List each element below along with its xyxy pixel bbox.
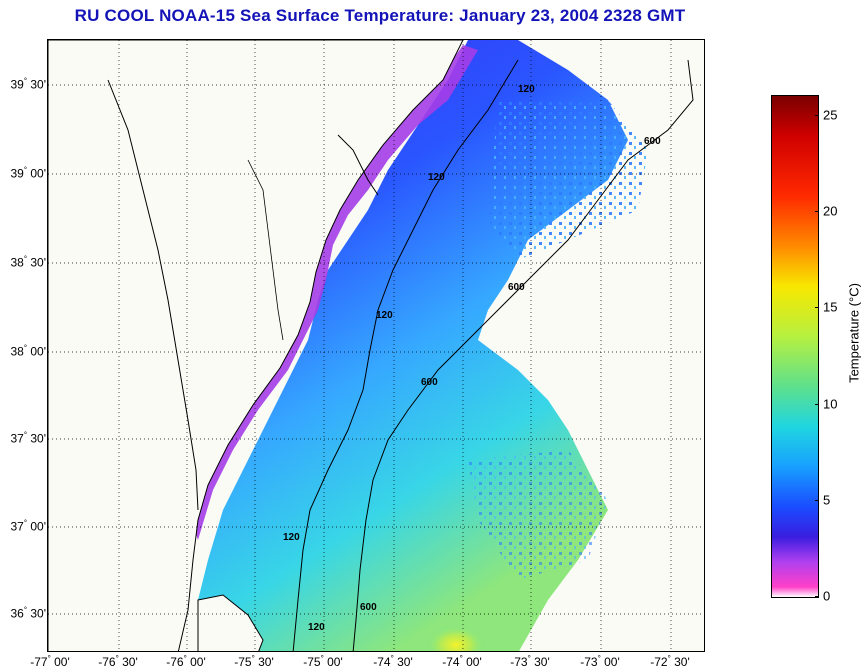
lat-label-39-00: 39° 00' [10,165,46,181]
sst-map-canvas: 120 120 120 120 120 600 600 600 600 [48,40,704,651]
sst-map[interactable]: 120 120 120 120 120 600 600 600 600 [47,39,705,652]
land-cape [197,594,264,651]
colorbar-label-0: 0 [823,588,831,604]
colorbar-gradient [772,96,818,597]
colorbar-label-20: 20 [823,203,838,219]
colorbar-tick-0 [815,596,819,597]
contour-label-600-a: 600 [644,136,661,147]
lat-label-37-30: 37° 30' [10,430,46,446]
lat-label-38-30: 38° 30' [10,254,46,270]
contour-label-600-d: 600 [360,602,377,613]
lon-label-77-00: -77° 00' [30,654,70,669]
graticule [48,40,704,651]
lon-label-72-30: -72° 30' [650,654,690,669]
cold-nearshore-band [188,45,478,540]
colorbar-tick-15 [815,307,819,308]
delaware-bay-outline [337,134,379,196]
colorbar-label-25: 25 [823,107,838,123]
colorbar-label-5: 5 [823,492,831,508]
colorbar-label-15: 15 [823,299,838,315]
sst-speckle-east [468,450,608,580]
colorbar-tick-5 [815,500,819,501]
contour-120 [292,59,519,651]
contour-label-120-d: 120 [283,532,300,543]
colorbar-tick-20 [815,211,819,212]
lat-label-37-00: 37° 00' [10,518,46,534]
lon-label-73-30: -73° 30' [510,654,550,669]
lon-label-75-30: -75° 30' [234,654,274,669]
lon-label-75-00: -75° 00' [303,654,343,669]
contour-label-120-a: 120 [518,84,535,95]
contour-label-600-c: 600 [421,377,438,388]
lon-label-76-00: -76° 00' [166,654,206,669]
lon-label-74-00: -74° 00' [442,654,482,669]
colorbar-tick-10 [815,404,819,405]
land-mainland [48,40,464,651]
lon-label-74-30: -74° 30' [373,654,413,669]
contour-label-120-c: 120 [376,310,393,321]
contour-600 [352,59,694,651]
sst-speckle-north [488,100,648,260]
temperature-colorbar [771,95,819,598]
colorbar-title: Temperature (°C) [846,283,862,383]
lon-label-76-30: -76° 30' [98,654,138,669]
lat-label-36-30: 36° 30' [10,605,46,621]
lat-label-39-30: 39° 30' [10,76,46,92]
chesapeake-bay-outline [107,79,199,511]
delmarva-coast-outline [247,159,284,341]
warm-spot [426,625,486,651]
colorbar-tick-25 [815,115,819,116]
contour-label-120-b: 120 [428,172,445,183]
lon-label-73-00: -73° 00' [580,654,620,669]
contour-label-600-b: 600 [508,282,525,293]
map-title: RU COOL NOAA-15 Sea Surface Temperature:… [74,6,686,25]
contour-label-120-e: 120 [308,622,325,633]
lat-label-38-00: 38° 00' [10,343,46,359]
colorbar-label-10: 10 [823,396,838,412]
